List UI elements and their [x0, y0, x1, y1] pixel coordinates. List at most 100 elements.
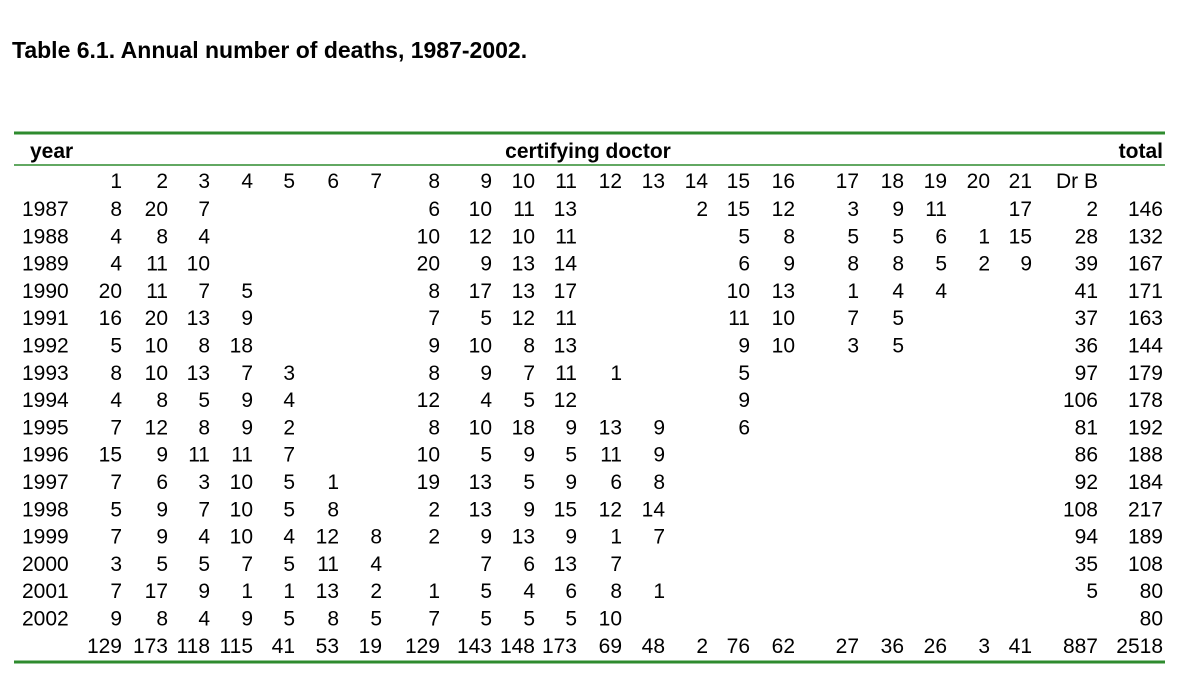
cell: 8: [523, 335, 535, 358]
cell: 13: [554, 553, 577, 576]
row-total: 132: [1128, 225, 1163, 248]
grand-total: 2518: [1116, 635, 1163, 658]
cell: 20: [417, 253, 440, 276]
cell: 5: [480, 608, 492, 631]
cell: 6: [935, 225, 947, 248]
header-group: certifying doctor: [505, 140, 671, 163]
cell: 37: [1075, 307, 1098, 330]
cell: 11: [513, 198, 535, 221]
cell: 17: [554, 280, 577, 303]
column-total: 69: [599, 635, 622, 658]
cell: 9: [523, 444, 535, 467]
cell: 8: [198, 335, 210, 358]
cell: 8: [428, 362, 440, 385]
column-header: 7: [370, 170, 382, 193]
cell: 15: [1009, 225, 1032, 248]
cell: 11: [925, 198, 947, 221]
cell: 13: [512, 526, 535, 549]
cell: 7: [241, 553, 253, 576]
cell: 10: [187, 253, 210, 276]
column-header: 4: [241, 170, 253, 193]
column-header: 12: [599, 170, 622, 193]
row-year: 1992: [22, 335, 69, 358]
cell: 9: [428, 335, 440, 358]
cell: 12: [469, 225, 492, 248]
cell: 3: [110, 553, 122, 576]
cell: 14: [642, 498, 666, 521]
column-header: 8: [428, 170, 440, 193]
row-total: 179: [1128, 362, 1163, 385]
column-total: 19: [359, 635, 382, 658]
cell: 4: [198, 608, 210, 631]
cell: 15: [99, 444, 122, 467]
column-header: 18: [881, 170, 904, 193]
column-total: 118: [177, 635, 210, 658]
cell: 13: [469, 498, 492, 521]
row-year: 1997: [22, 471, 69, 494]
cell: 12: [554, 389, 577, 412]
cell: 5: [935, 253, 947, 276]
cell: 7: [110, 526, 122, 549]
cell: 8: [198, 416, 210, 439]
cell: 3: [847, 335, 859, 358]
column-total: 53: [316, 635, 339, 658]
cell: 18: [512, 416, 535, 439]
column-total: 76: [727, 635, 750, 658]
cell: 1: [653, 580, 665, 603]
cell: 4: [523, 580, 535, 603]
column-total: 48: [642, 635, 665, 658]
cell: 97: [1075, 362, 1098, 385]
cell: 4: [935, 280, 947, 303]
cell: 5: [523, 389, 535, 412]
cell: 8: [156, 389, 168, 412]
column-header: 13: [642, 170, 665, 193]
cell: 6: [156, 471, 168, 494]
cell: 81: [1075, 416, 1098, 439]
cell: 4: [198, 225, 210, 248]
cell: 11: [146, 253, 168, 276]
cell: 9: [783, 253, 795, 276]
column-header: 14: [685, 170, 709, 193]
cell: 9: [241, 389, 253, 412]
cell: 5: [523, 471, 535, 494]
row-year: 1998: [22, 498, 69, 521]
cell: 9: [738, 335, 750, 358]
cell: 8: [156, 225, 168, 248]
cell: 9: [156, 526, 168, 549]
cell: 5: [480, 444, 492, 467]
cell: 11: [555, 307, 577, 330]
row-total: 217: [1128, 498, 1163, 521]
cell: 8: [892, 253, 904, 276]
cell: 8: [156, 608, 168, 631]
cell: 86: [1075, 444, 1098, 467]
cell: 4: [283, 389, 295, 412]
cell: 13: [187, 307, 210, 330]
cell: 4: [110, 225, 122, 248]
cell: 5: [283, 471, 295, 494]
cell: 5: [480, 307, 492, 330]
row-total: 146: [1128, 198, 1163, 221]
cell: 4: [480, 389, 492, 412]
cell: 7: [198, 198, 210, 221]
cell: 10: [145, 335, 168, 358]
cell: 1: [283, 580, 295, 603]
cell: 20: [145, 307, 168, 330]
cell: 5: [110, 498, 122, 521]
cell: 2: [428, 526, 440, 549]
row-year: 1999: [22, 526, 69, 549]
cell: 4: [370, 553, 382, 576]
row-year: 1993: [22, 362, 69, 385]
row-total: 189: [1128, 526, 1163, 549]
cell: 9: [565, 471, 577, 494]
cell: 13: [469, 471, 492, 494]
cell: 8: [653, 471, 665, 494]
row-total: 171: [1128, 280, 1163, 303]
row-year: 1988: [22, 225, 69, 248]
cell: 10: [512, 225, 535, 248]
cell: 13: [772, 280, 795, 303]
cell: 9: [480, 253, 492, 276]
cell: 5: [283, 498, 295, 521]
cell: 12: [145, 416, 168, 439]
cell: 9: [480, 362, 492, 385]
cell: 8: [428, 280, 440, 303]
